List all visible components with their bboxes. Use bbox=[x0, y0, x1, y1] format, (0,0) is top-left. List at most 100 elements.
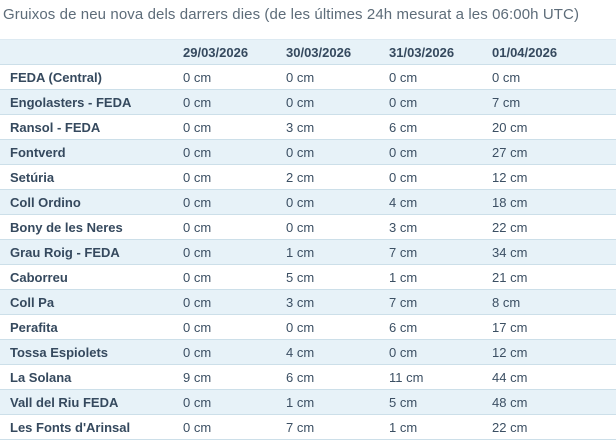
station-name: Fontverd bbox=[10, 144, 66, 160]
snow-depth-value: 0 cm bbox=[389, 94, 418, 110]
snow-depth-value: 0 cm bbox=[183, 394, 212, 410]
snow-depth-value: 0 cm bbox=[183, 244, 212, 260]
snow-depth-value: 21 cm bbox=[492, 269, 528, 285]
snow-depth-value: 0 cm bbox=[183, 419, 212, 435]
page-title: Gruixos de neu nova dels darrers dies (d… bbox=[3, 6, 580, 23]
table-header: 29/03/2026 30/03/2026 31/03/2026 01/04/2… bbox=[0, 39, 616, 65]
snow-depth-value: 0 cm bbox=[389, 344, 418, 360]
snow-depth-value: 0 cm bbox=[286, 69, 315, 85]
date-column-header-3: 31/03/2026 bbox=[389, 44, 455, 60]
snow-depth-value: 20 cm bbox=[492, 119, 528, 135]
snow-depth-value: 0 cm bbox=[286, 194, 315, 210]
snow-depth-value: 0 cm bbox=[286, 144, 315, 160]
snow-depth-value: 27 cm bbox=[492, 144, 528, 160]
table-body: FEDA (Central) 0 cm 0 cm 0 cm 0 cm Engol… bbox=[0, 64, 616, 440]
station-name: Engolasters - FEDA bbox=[10, 94, 132, 110]
table-row: Tossa Espiolets 0 cm 4 cm 0 cm 12 cm bbox=[0, 339, 616, 365]
station-name: Caborreu bbox=[10, 269, 68, 285]
table-row: Coll Ordino 0 cm 0 cm 4 cm 18 cm bbox=[0, 189, 616, 215]
snow-depth-value: 1 cm bbox=[286, 244, 315, 260]
snow-depth-value: 0 cm bbox=[183, 169, 212, 185]
date-column-header-2: 30/03/2026 bbox=[286, 44, 352, 60]
snow-depth-value: 7 cm bbox=[389, 294, 418, 310]
snow-depth-value: 2 cm bbox=[286, 169, 315, 185]
snow-depth-value: 44 cm bbox=[492, 369, 528, 385]
snow-depth-value: 34 cm bbox=[492, 244, 528, 260]
table-row: Vall del Riu FEDA 0 cm 1 cm 5 cm 48 cm bbox=[0, 389, 616, 415]
station-name: Perafita bbox=[10, 319, 58, 335]
snow-depth-value: 1 cm bbox=[389, 269, 418, 285]
snow-depth-value: 22 cm bbox=[492, 419, 528, 435]
station-name: Les Fonts d'Arinsal bbox=[10, 419, 131, 435]
snow-depth-value: 1 cm bbox=[286, 394, 315, 410]
snow-depth-value: 0 cm bbox=[183, 344, 212, 360]
snow-depth-value: 0 cm bbox=[183, 319, 212, 335]
table-row: Coll Pa 0 cm 3 cm 7 cm 8 cm bbox=[0, 289, 616, 315]
station-name: Coll Pa bbox=[10, 294, 55, 310]
snow-depth-value: 1 cm bbox=[389, 419, 418, 435]
snow-depth-value: 7 cm bbox=[492, 94, 521, 110]
station-column-header bbox=[0, 40, 173, 65]
snow-depth-value: 0 cm bbox=[183, 69, 212, 85]
snow-depth-value: 0 cm bbox=[286, 219, 315, 235]
snow-depth-value: 0 cm bbox=[183, 294, 212, 310]
snow-depth-value: 12 cm bbox=[492, 169, 528, 185]
snow-depth-table: 29/03/2026 30/03/2026 31/03/2026 01/04/2… bbox=[0, 39, 616, 440]
table-row: Les Fonts d'Arinsal 0 cm 7 cm 1 cm 22 cm bbox=[0, 414, 616, 440]
snow-depth-value: 0 cm bbox=[286, 319, 315, 335]
station-name: Ransol - FEDA bbox=[10, 119, 101, 135]
snow-depth-value: 0 cm bbox=[492, 69, 521, 85]
station-name: FEDA (Central) bbox=[10, 69, 102, 85]
snow-depth-value: 48 cm bbox=[492, 394, 528, 410]
snow-depth-value: 0 cm bbox=[183, 219, 212, 235]
snow-depth-value: 0 cm bbox=[183, 94, 212, 110]
snow-depth-value: 7 cm bbox=[286, 419, 315, 435]
table-row: Engolasters - FEDA 0 cm 0 cm 0 cm 7 cm bbox=[0, 89, 616, 115]
table-row: Caborreu 0 cm 5 cm 1 cm 21 cm bbox=[0, 264, 616, 290]
table-row: Grau Roig - FEDA 0 cm 1 cm 7 cm 34 cm bbox=[0, 239, 616, 265]
snow-depth-value: 5 cm bbox=[389, 394, 418, 410]
table-row: La Solana 9 cm 6 cm 11 cm 44 cm bbox=[0, 364, 616, 390]
snow-depth-value: 3 cm bbox=[286, 119, 315, 135]
snow-depth-value: 3 cm bbox=[389, 219, 418, 235]
snow-depth-value: 9 cm bbox=[183, 369, 212, 385]
snow-depth-value: 0 cm bbox=[183, 119, 212, 135]
snow-depth-value: 6 cm bbox=[286, 369, 315, 385]
station-name: Setúria bbox=[10, 169, 55, 185]
snow-depth-value: 8 cm bbox=[492, 294, 521, 310]
table-row: Perafita 0 cm 0 cm 6 cm 17 cm bbox=[0, 314, 616, 340]
snow-depth-value: 3 cm bbox=[286, 294, 315, 310]
table-row: Bony de les Neres 0 cm 0 cm 3 cm 22 cm bbox=[0, 214, 616, 240]
table-header-row: 29/03/2026 30/03/2026 31/03/2026 01/04/2… bbox=[0, 39, 616, 65]
station-name: Vall del Riu FEDA bbox=[10, 394, 119, 410]
date-column-header-1: 29/03/2026 bbox=[183, 44, 249, 60]
snow-depth-value: 0 cm bbox=[389, 169, 418, 185]
snow-depth-value: 4 cm bbox=[286, 344, 315, 360]
station-name: Tossa Espiolets bbox=[10, 344, 109, 360]
station-name: Coll Ordino bbox=[10, 194, 81, 210]
snow-depth-value: 0 cm bbox=[183, 194, 212, 210]
snow-depth-value: 4 cm bbox=[389, 194, 418, 210]
snow-depth-value: 7 cm bbox=[389, 244, 418, 260]
snow-depth-value: 6 cm bbox=[389, 319, 418, 335]
station-name: Bony de les Neres bbox=[10, 219, 123, 235]
snow-depth-value: 17 cm bbox=[492, 319, 528, 335]
table-row: Fontverd 0 cm 0 cm 0 cm 27 cm bbox=[0, 139, 616, 165]
table-row: Setúria 0 cm 2 cm 0 cm 12 cm bbox=[0, 164, 616, 190]
snow-depth-value: 0 cm bbox=[183, 144, 212, 160]
table-row: FEDA (Central) 0 cm 0 cm 0 cm 0 cm bbox=[0, 64, 616, 90]
date-column-header-4: 01/04/2026 bbox=[492, 44, 558, 60]
station-name: Grau Roig - FEDA bbox=[10, 244, 120, 260]
snow-depth-value: 6 cm bbox=[389, 119, 418, 135]
snow-depth-value: 0 cm bbox=[183, 269, 212, 285]
snow-depth-value: 18 cm bbox=[492, 194, 528, 210]
table-row: Ransol - FEDA 0 cm 3 cm 6 cm 20 cm bbox=[0, 114, 616, 140]
snow-depth-value: 5 cm bbox=[286, 269, 315, 285]
snow-depth-value: 22 cm bbox=[492, 219, 528, 235]
snow-depth-value: 0 cm bbox=[286, 94, 315, 110]
snow-depth-value: 12 cm bbox=[492, 344, 528, 360]
snow-depth-value: 0 cm bbox=[389, 144, 418, 160]
snow-depth-value: 11 cm bbox=[389, 369, 424, 385]
station-name: La Solana bbox=[10, 369, 72, 385]
